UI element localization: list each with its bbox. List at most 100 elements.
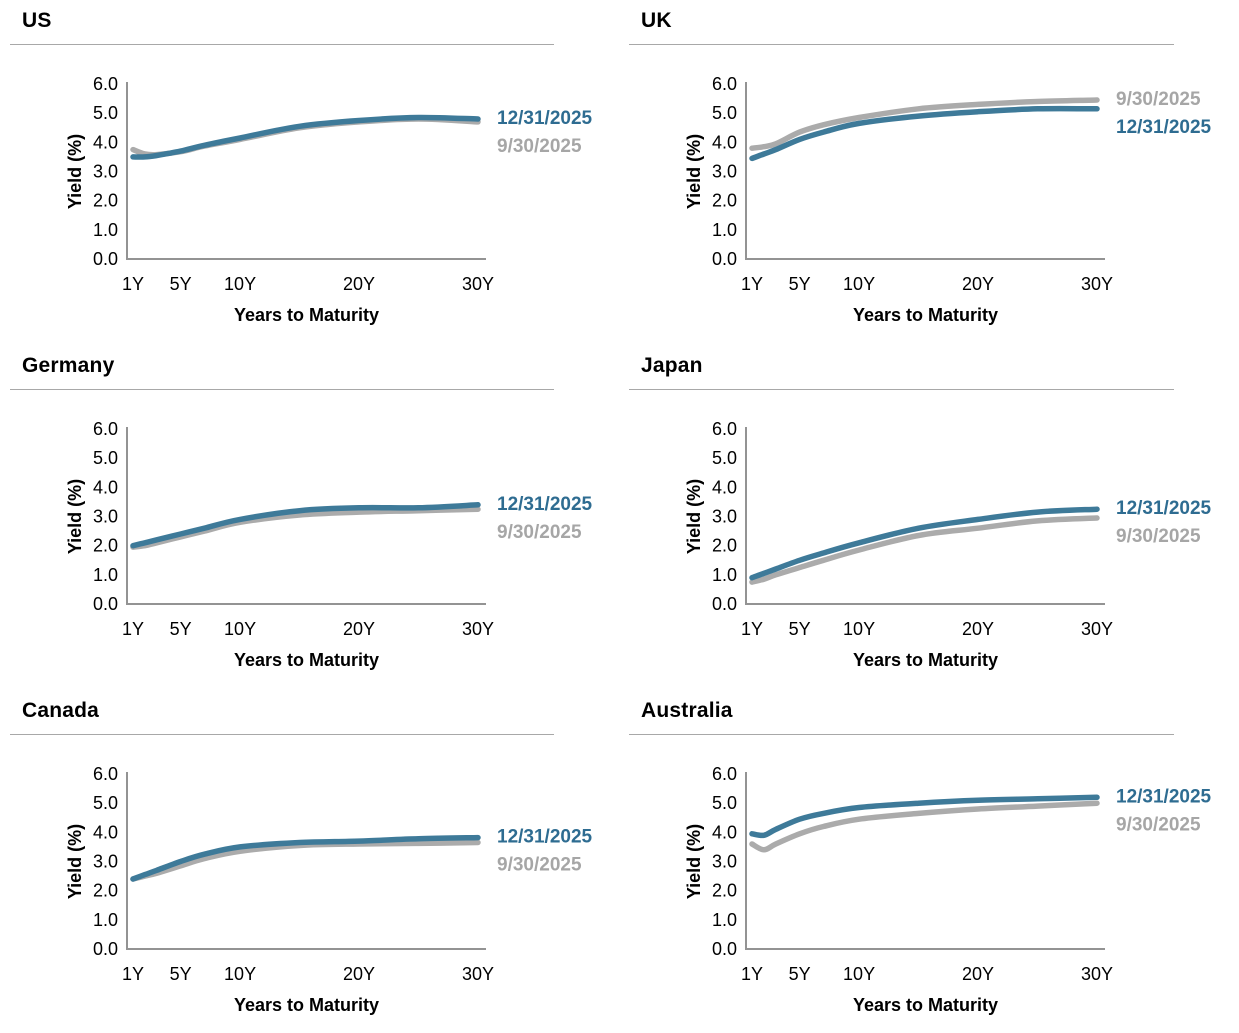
x-tick-label: 1Y — [741, 964, 763, 984]
y-tick-label: 1.0 — [93, 220, 118, 240]
panel-title-japan: Japan — [641, 354, 703, 377]
y-tick-label: 0.0 — [93, 939, 118, 959]
y-tick-label: 3.0 — [712, 162, 737, 182]
title-divider — [629, 44, 1174, 45]
x-tick-label: 1Y — [741, 274, 763, 294]
y-tick-label: 0.0 — [712, 594, 737, 614]
y-tick-label: 6.0 — [712, 74, 737, 94]
x-tick-label: 10Y — [224, 964, 256, 984]
x-tick-label: 5Y — [170, 964, 192, 984]
y-tick-label: 5.0 — [712, 793, 737, 813]
x-tick-label: 5Y — [789, 274, 811, 294]
series-line-sep — [130, 506, 481, 550]
y-tick-label: 1.0 — [712, 565, 737, 585]
x-tick-label: 20Y — [343, 274, 375, 294]
y-tick-label: 0.0 — [93, 594, 118, 614]
series-line-dec — [749, 794, 1100, 839]
x-tick-label: 5Y — [170, 274, 192, 294]
yield-curve-chart-canada: 6.0 5.0 4.0 3.0 2.0 1.0 0.01Y 5Y 10Y 20Y 30Y Yield … — [65, 764, 593, 1015]
y-tick-label: 6.0 — [712, 419, 737, 439]
y-axis-title: Yield (%) — [65, 479, 85, 554]
y-tick-label: 3.0 — [93, 507, 118, 527]
y-tick-label: 4.0 — [712, 477, 737, 497]
y-axis-title: Yield (%) — [684, 134, 704, 209]
x-tick-label: 20Y — [343, 964, 375, 984]
series-line-sep — [749, 97, 1100, 151]
y-tick-label: 1.0 — [712, 910, 737, 930]
x-tick-label: 10Y — [843, 964, 875, 984]
legend-label-sep: 9/30/2025 — [1116, 89, 1201, 110]
y-tick-label: 4.0 — [93, 822, 118, 842]
x-axis-title: Years to Maturity — [234, 650, 379, 670]
legend-label-dec: 12/31/2025 — [1116, 117, 1212, 138]
y-tick-label: 1.0 — [93, 910, 118, 930]
y-tick-label: 5.0 — [712, 103, 737, 123]
panel-canada: Canada 6.0 5.0 4.0 3.0 2.0 1.0 0.0 1Y 5Y 10Y 20Y 30… — [0, 690, 619, 1033]
panel-title-germany: Germany — [22, 354, 115, 377]
series-line-dec — [130, 834, 481, 882]
x-tick-label: 20Y — [962, 964, 994, 984]
x-tick-label: 20Y — [962, 619, 994, 639]
y-tick-label: 5.0 — [93, 448, 118, 468]
yield-curve-chart-uk: 6.0 5.0 4.0 3.0 2.0 1.0 0.01Y 5Y 10Y 20Y 30Y Yield … — [684, 74, 1212, 325]
y-tick-label: 6.0 — [712, 764, 737, 784]
yield-curve-chart-germany: 6.0 5.0 4.0 3.0 2.0 1.0 0.01Y 5Y 10Y 20Y 30Y Yield … — [65, 419, 593, 670]
series-line-dec — [749, 105, 1100, 162]
x-tick-label: 30Y — [462, 274, 494, 294]
x-axis-title: Years to Maturity — [853, 650, 998, 670]
y-tick-label: 2.0 — [93, 881, 118, 901]
title-divider — [10, 389, 554, 390]
y-tick-label: 0.0 — [93, 249, 118, 269]
x-tick-label: 10Y — [843, 274, 875, 294]
y-tick-label: 3.0 — [93, 162, 118, 182]
panel-uk: UK 6.0 5.0 4.0 3.0 2.0 1.0 0.0 1Y 5Y 10Y 20Y 30Y Yie… — [619, 0, 1239, 345]
series-line-dec — [749, 506, 1100, 581]
y-tick-label: 6.0 — [93, 764, 118, 784]
legend-label-sep: 9/30/2025 — [497, 136, 582, 157]
x-tick-label: 1Y — [741, 619, 763, 639]
x-tick-label: 20Y — [962, 274, 994, 294]
y-tick-label: 3.0 — [712, 852, 737, 872]
title-divider — [629, 389, 1174, 390]
title-divider — [10, 734, 554, 735]
x-tick-label: 5Y — [170, 619, 192, 639]
series-line-sep — [749, 800, 1100, 853]
y-tick-label: 0.0 — [712, 249, 737, 269]
y-axis-title: Yield (%) — [65, 134, 85, 209]
panel-germany: Germany 6.0 5.0 4.0 3.0 2.0 1.0 0.0 1Y 5Y 10Y 20Y 3… — [0, 345, 619, 690]
legend-label-sep: 9/30/2025 — [1116, 814, 1201, 835]
legend-label-sep: 9/30/2025 — [497, 855, 582, 876]
x-tick-label: 30Y — [1081, 274, 1113, 294]
x-tick-label: 20Y — [343, 619, 375, 639]
y-tick-label: 5.0 — [93, 793, 118, 813]
y-tick-label: 4.0 — [93, 477, 118, 497]
x-tick-label: 5Y — [789, 619, 811, 639]
y-tick-label: 1.0 — [712, 220, 737, 240]
y-axis-title: Yield (%) — [684, 479, 704, 554]
x-tick-label: 30Y — [1081, 619, 1113, 639]
yield-curve-chart-us: 6.0 5.0 4.0 3.0 2.0 1.0 0.01Y 5Y 10Y 20Y 30Y Yield … — [65, 74, 593, 325]
y-axis-title: Yield (%) — [65, 824, 85, 899]
legend-label-dec: 12/31/2025 — [1116, 786, 1212, 807]
panel-japan: Japan 6.0 5.0 4.0 3.0 2.0 1.0 0.0 1Y 5Y 10Y 20Y 30Y… — [619, 345, 1239, 690]
y-tick-label: 2.0 — [712, 881, 737, 901]
yield-curve-chart-japan: 6.0 5.0 4.0 3.0 2.0 1.0 0.01Y 5Y 10Y 20Y 30Y Yield … — [684, 419, 1212, 670]
y-tick-label: 2.0 — [712, 191, 737, 211]
x-tick-label: 10Y — [224, 619, 256, 639]
legend-label-dec: 12/31/2025 — [497, 108, 593, 129]
x-tick-label: 10Y — [224, 274, 256, 294]
y-tick-label: 4.0 — [93, 132, 118, 152]
x-tick-label: 30Y — [1081, 964, 1113, 984]
y-tick-label: 1.0 — [93, 565, 118, 585]
y-tick-label: 0.0 — [712, 939, 737, 959]
y-tick-label: 4.0 — [712, 822, 737, 842]
y-tick-label: 3.0 — [93, 852, 118, 872]
legend-label-dec: 12/31/2025 — [497, 827, 593, 848]
x-axis-title: Years to Maturity — [853, 305, 998, 325]
y-tick-label: 2.0 — [93, 191, 118, 211]
y-tick-label: 4.0 — [712, 132, 737, 152]
y-tick-label: 3.0 — [712, 507, 737, 527]
x-tick-label: 1Y — [122, 964, 144, 984]
panel-title-canada: Canada — [22, 699, 100, 722]
